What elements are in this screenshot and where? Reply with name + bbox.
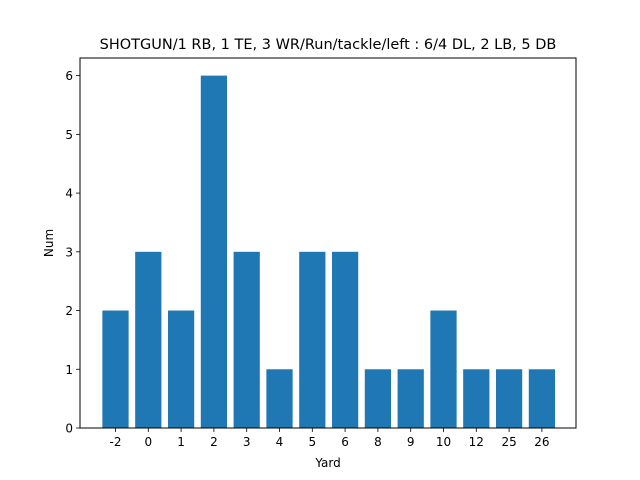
y-tick-label: 1: [65, 363, 73, 377]
bar-8: [364, 369, 392, 428]
y-tick-label: 5: [65, 128, 73, 142]
y-tick-label: 4: [65, 187, 73, 201]
x-tick-label: 2: [210, 435, 218, 449]
bar-6: [331, 251, 359, 428]
x-tick-label: 4: [276, 435, 284, 449]
y-axis-ticks: 0 1 2 3 4 5 6: [65, 69, 80, 436]
x-tick-label: 25: [501, 435, 516, 449]
y-axis-label: Num: [42, 229, 56, 257]
y-tick-label: 2: [65, 304, 73, 318]
y-tick-label: 3: [65, 245, 73, 259]
bar-3: [233, 251, 260, 428]
bar--2: [102, 310, 129, 428]
bar-1: [167, 310, 195, 428]
plot-frame: [79, 57, 577, 429]
x-tick-label: -2: [110, 435, 122, 449]
x-tick-label: 26: [534, 435, 549, 449]
x-tick-label: 10: [436, 435, 451, 449]
bar-12: [463, 369, 490, 428]
bar-25: [495, 369, 523, 428]
bar-4: [266, 369, 293, 428]
bars-group: [102, 75, 556, 429]
y-tick-label: 0: [65, 422, 73, 436]
x-tick-label: 5: [308, 435, 316, 449]
x-axis-label: Yard: [314, 456, 340, 470]
x-tick-label: 3: [243, 435, 251, 449]
bar-9: [397, 369, 424, 428]
bar-26: [528, 369, 556, 428]
x-tick-label: 1: [177, 435, 185, 449]
bar-5: [299, 251, 326, 428]
chart-title: SHOTGUN/1 RB, 1 TE, 3 WR/Run/tackle/left…: [100, 37, 557, 53]
bar-0: [135, 251, 162, 428]
x-tick-label: 0: [144, 435, 152, 449]
bar-10: [430, 310, 457, 428]
bar-2: [200, 75, 228, 429]
x-tick-label: 12: [469, 435, 484, 449]
y-tick-label: 6: [65, 69, 73, 83]
x-tick-label: 6: [341, 435, 349, 449]
x-axis-ticks: -2 0 1 2 3 4 5 6 8 9 10 12 25 26: [110, 428, 550, 449]
x-tick-label: 8: [374, 435, 382, 449]
x-tick-label: 9: [407, 435, 415, 449]
